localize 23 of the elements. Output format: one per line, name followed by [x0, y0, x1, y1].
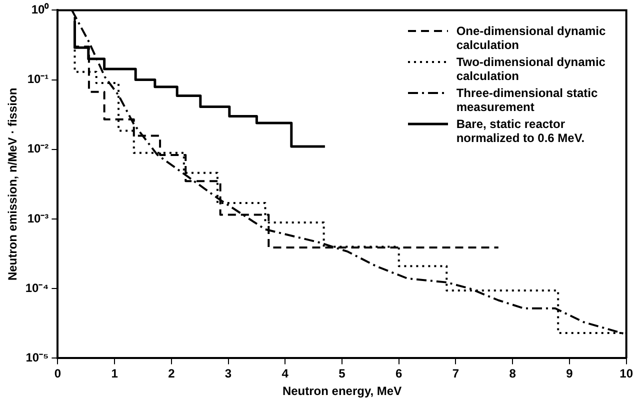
y-tick-label: 10⁻²	[27, 142, 49, 156]
y-tick-label: 10⁻¹	[27, 72, 49, 86]
x-tick-label: 1	[111, 366, 118, 381]
x-tick-label: 9	[566, 366, 574, 381]
x-tick-label: 4	[282, 366, 289, 381]
x-tick-label: 0	[54, 366, 62, 381]
x-tick-label: 7	[452, 366, 460, 381]
x-tick-label: 10	[620, 366, 634, 381]
x-tick-label: 2	[168, 366, 176, 381]
x-tick-label: 5	[338, 366, 346, 381]
legend-label: Two-dimensional dynamic calculation	[456, 55, 606, 84]
x-tick-label: 8	[509, 366, 516, 381]
legend-label: Bare, static reactor normalized to 0.6 MeV.	[456, 117, 586, 146]
x-tick-label: 3	[224, 366, 232, 381]
y-axis-title: Neutron emission, n/MeV · fission	[6, 88, 20, 281]
x-tick-label: 6	[396, 366, 403, 381]
y-tick-label: 10⁻⁵	[26, 350, 49, 365]
y-tick-label: 10⁰	[31, 2, 50, 17]
legend-label: One-dimensional dynamic calculation	[456, 24, 607, 52]
legend-label: Three-dimensional static measurement	[456, 86, 599, 114]
x-axis-title: Neutron energy, MeV	[282, 384, 402, 398]
y-tick-label: 10⁻⁴	[25, 280, 49, 295]
y-tick-label: 10⁻³	[27, 211, 49, 226]
